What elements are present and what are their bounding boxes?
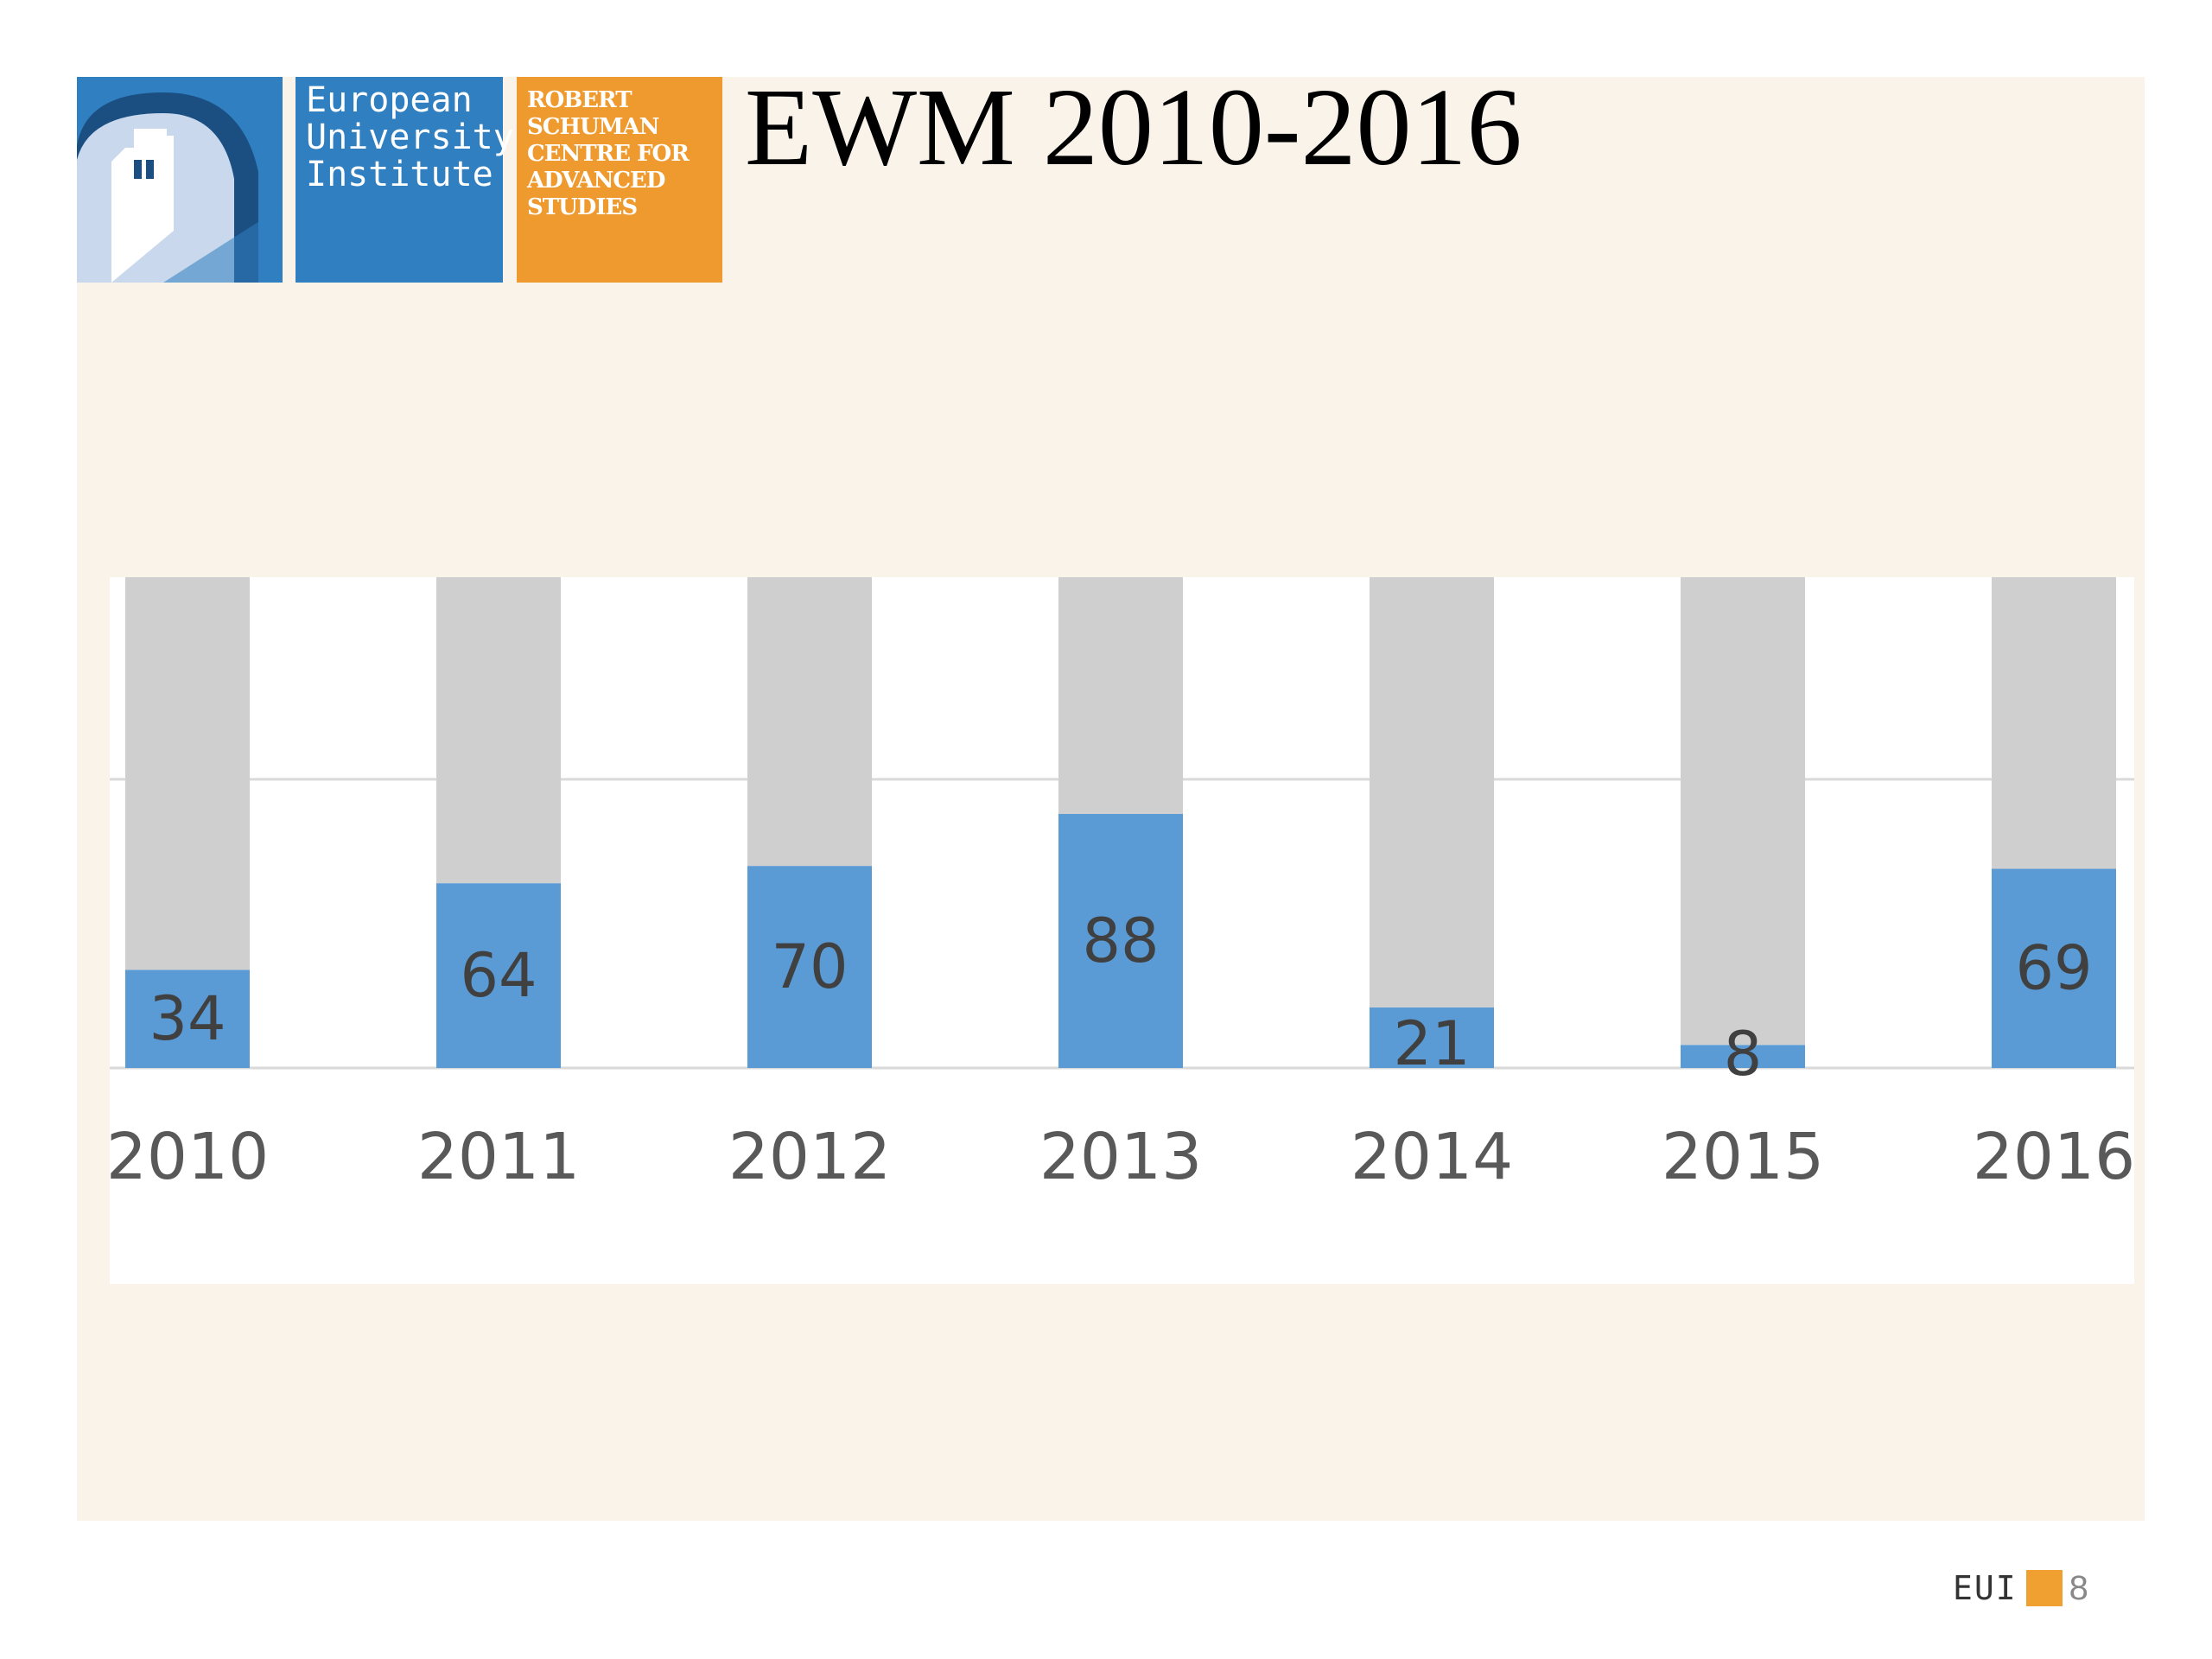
rsc-line-4: ADVANCED — [527, 168, 665, 194]
rsc-line-3: CENTRE FOR — [527, 141, 690, 167]
x-tick-label-2011: 2011 — [417, 1120, 580, 1194]
value-bar-2015 — [1681, 1045, 1805, 1068]
x-tick-label-2013: 2013 — [1039, 1120, 1202, 1194]
logo-line-2: University — [306, 118, 514, 157]
footer-square-icon — [2025, 1570, 2063, 1606]
slide-footer: EUI 8 — [1953, 1568, 2088, 1608]
footer-brand: EUI — [1953, 1569, 2018, 1607]
slide-title: EWM 2010-2016 — [745, 66, 1522, 188]
rsc-line-1: ROBERT — [527, 87, 632, 113]
x-tick-label-2015: 2015 — [1662, 1120, 1824, 1194]
rsc-logo: ROBERT SCHUMAN CENTRE FOR ADVANCED STUDI… — [517, 77, 722, 283]
value-bar-2016 — [1992, 868, 2116, 1068]
tower-arch-icon — [77, 92, 283, 283]
remainder-bar-2010 — [125, 577, 250, 970]
eui-name-logo: European University Institute — [296, 77, 514, 283]
x-tick-label-2010: 2010 — [110, 1120, 269, 1194]
x-tick-label-2014: 2014 — [1351, 1120, 1513, 1194]
value-bar-2013 — [1058, 813, 1183, 1068]
data-label-2016: 69 — [2015, 933, 2092, 1004]
rsc-line-2: SCHUMAN — [527, 114, 659, 140]
remainder-bar-2013 — [1058, 577, 1183, 814]
x-tick-label-2012: 2012 — [728, 1120, 891, 1194]
chart-area: 34 2010 64 2011 70 2012 88 2013 21 2014 8 2015 69 201… — [110, 577, 2134, 1284]
page-number: 8 — [2069, 1568, 2088, 1607]
logo-line-1: European — [306, 80, 473, 120]
remainder-bar-2011 — [436, 577, 561, 884]
remainder-bar-2015 — [1681, 577, 1805, 1046]
x-tick-label-2016: 2016 — [1973, 1120, 2134, 1194]
value-bar-2014 — [1370, 1007, 1494, 1068]
remainder-bar-2012 — [747, 577, 872, 867]
eui-emblem-logo — [77, 77, 283, 283]
data-label-2012: 70 — [771, 931, 848, 1002]
value-bar-2011 — [436, 883, 561, 1068]
remainder-bar-2016 — [1992, 577, 2116, 869]
logo-line-3: Institute — [306, 155, 493, 194]
value-bar-2012 — [747, 866, 872, 1068]
rsc-line-5: STUDIES — [527, 194, 638, 220]
data-label-2013: 88 — [1082, 906, 1159, 976]
stacked-bar-chart: 34 2010 64 2011 70 2012 88 2013 21 2014 8 2015 69 201… — [110, 577, 2134, 1194]
data-label-2015: 8 — [1724, 1019, 1763, 1090]
value-bar-2010 — [125, 969, 250, 1068]
data-label-2010: 34 — [149, 983, 226, 1054]
data-label-2011: 64 — [460, 940, 537, 1011]
remainder-bar-2014 — [1370, 577, 1494, 1007]
data-label-2014: 21 — [1393, 1008, 1470, 1079]
